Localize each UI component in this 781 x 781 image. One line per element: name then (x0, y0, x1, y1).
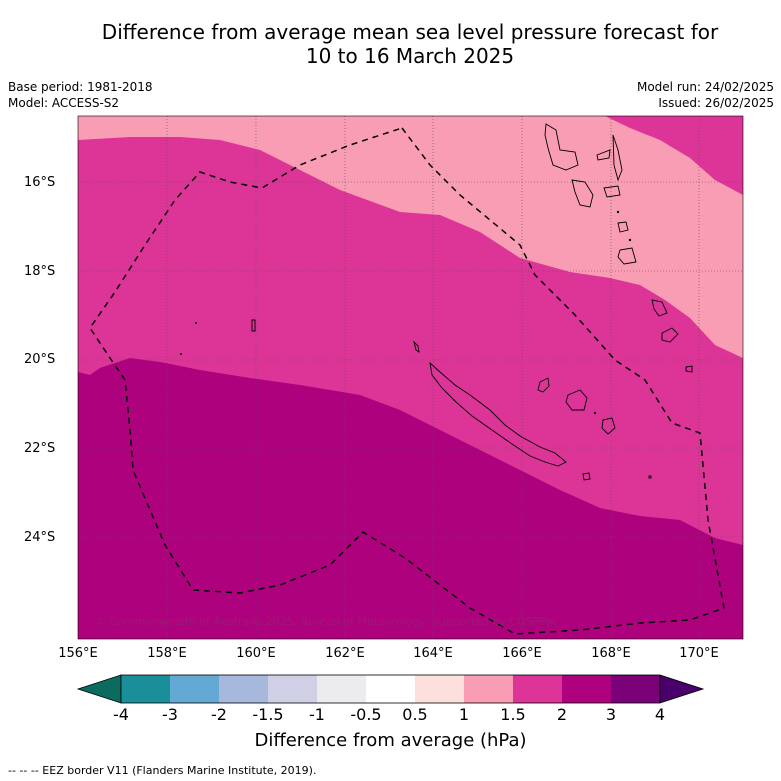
copyright-notice: © Commonwealth of Australia 2025, Bureau… (95, 615, 559, 628)
small-island-east (685, 365, 693, 373)
eez-legend-note: -- -- -- EEZ border V11 (Flanders Marine… (8, 764, 317, 777)
ouvea-island (537, 377, 550, 393)
colorbar-segment (611, 675, 660, 703)
map-title-line1: Difference from average mean sea level p… (101, 20, 719, 44)
maewo-island (596, 149, 611, 161)
colorbar-segment (464, 675, 513, 703)
lat-label: 22°S (24, 441, 56, 456)
belep-islands (413, 340, 420, 353)
small-island-hunter (648, 475, 652, 479)
colorbar-tick-label: 4 (654, 705, 666, 724)
lon-label: 158°E (147, 646, 187, 661)
lon-label: 160°E (236, 646, 276, 661)
colorbar-segment (366, 675, 415, 703)
anomaly-band-1-to-1.5 (78, 116, 743, 358)
colorbar-tick-label: -1.5 (252, 705, 284, 724)
erromango-island (617, 247, 637, 265)
lon-label: 166°E (502, 646, 542, 661)
model-run-label: Model run: 24/02/2025 (636, 80, 774, 94)
colorbar-segment (317, 675, 366, 703)
colorbar-segment (513, 675, 562, 703)
espiritu-santo-island (544, 123, 579, 171)
colorbar-title: Difference from average (hPa) (254, 730, 527, 751)
coastlines (251, 123, 693, 481)
small-islet (195, 322, 197, 324)
colorbar-segment (219, 675, 268, 703)
colorbar-segment (268, 675, 317, 703)
lat-label: 20°S (24, 352, 56, 367)
colorbar-tick-label: -0.5 (350, 705, 382, 724)
malakula-island (571, 179, 594, 208)
colorbar-tick-label: -2 (211, 705, 227, 724)
colorbar-tick-label: 0.5 (402, 705, 428, 724)
colorbar-tick-label: 2 (556, 705, 568, 724)
lat-label: 24°S (24, 530, 56, 545)
lon-label: 156°E (58, 646, 98, 661)
small-islet (593, 411, 597, 415)
efate-island (617, 221, 629, 233)
colorbar-extend-high (659, 674, 705, 704)
lifou-island (565, 389, 588, 411)
base-period-label: Base period: 1981-2018 (8, 80, 153, 94)
colorbar-tick-label: 1 (458, 705, 470, 724)
anomaly-band-1.5-to-2-northeast (605, 116, 743, 195)
lon-label: 170°E (679, 646, 719, 661)
colorbar-tick-label: -3 (162, 705, 178, 724)
small-islet (180, 353, 182, 355)
small-islet (628, 238, 632, 242)
pentecost-island (612, 134, 623, 182)
aneityum-island (661, 327, 679, 343)
map-title-line2: 10 to 16 March 2025 (305, 44, 515, 68)
issued-label: Issued: 26/02/2025 (658, 96, 774, 110)
lat-label: 16°S (24, 175, 56, 190)
lon-label: 164°E (413, 646, 453, 661)
colorbar-segment (562, 675, 611, 703)
lat-label: 18°S (24, 264, 56, 279)
map-panel (78, 116, 743, 639)
map-frame (77, 115, 744, 640)
eez-border (89, 127, 725, 635)
colorbar-extend-low (76, 674, 122, 704)
model-label: Model: ACCESS-S2 (8, 96, 120, 110)
small-island-west (251, 319, 256, 332)
colorbar-segment (121, 675, 170, 703)
colorbar-tick-label: 3 (605, 705, 617, 724)
tanna-island (651, 299, 668, 317)
colorbar-segment (415, 675, 464, 703)
map-gridlines (78, 116, 743, 639)
mare-island (601, 417, 616, 435)
colorbar-tick-label: 1.5 (500, 705, 526, 724)
isle-of-pines (582, 472, 591, 481)
new-caledonia-island (429, 361, 567, 467)
ambrym-island (603, 185, 621, 198)
lon-label: 168°E (591, 646, 631, 661)
colorbar-segment (170, 675, 219, 703)
lon-label: 162°E (325, 646, 365, 661)
colorbar-tick-label: -1 (309, 705, 325, 724)
small-islet (616, 210, 620, 214)
colorbar (76, 674, 705, 704)
colorbar-tick-label: -4 (113, 705, 129, 724)
